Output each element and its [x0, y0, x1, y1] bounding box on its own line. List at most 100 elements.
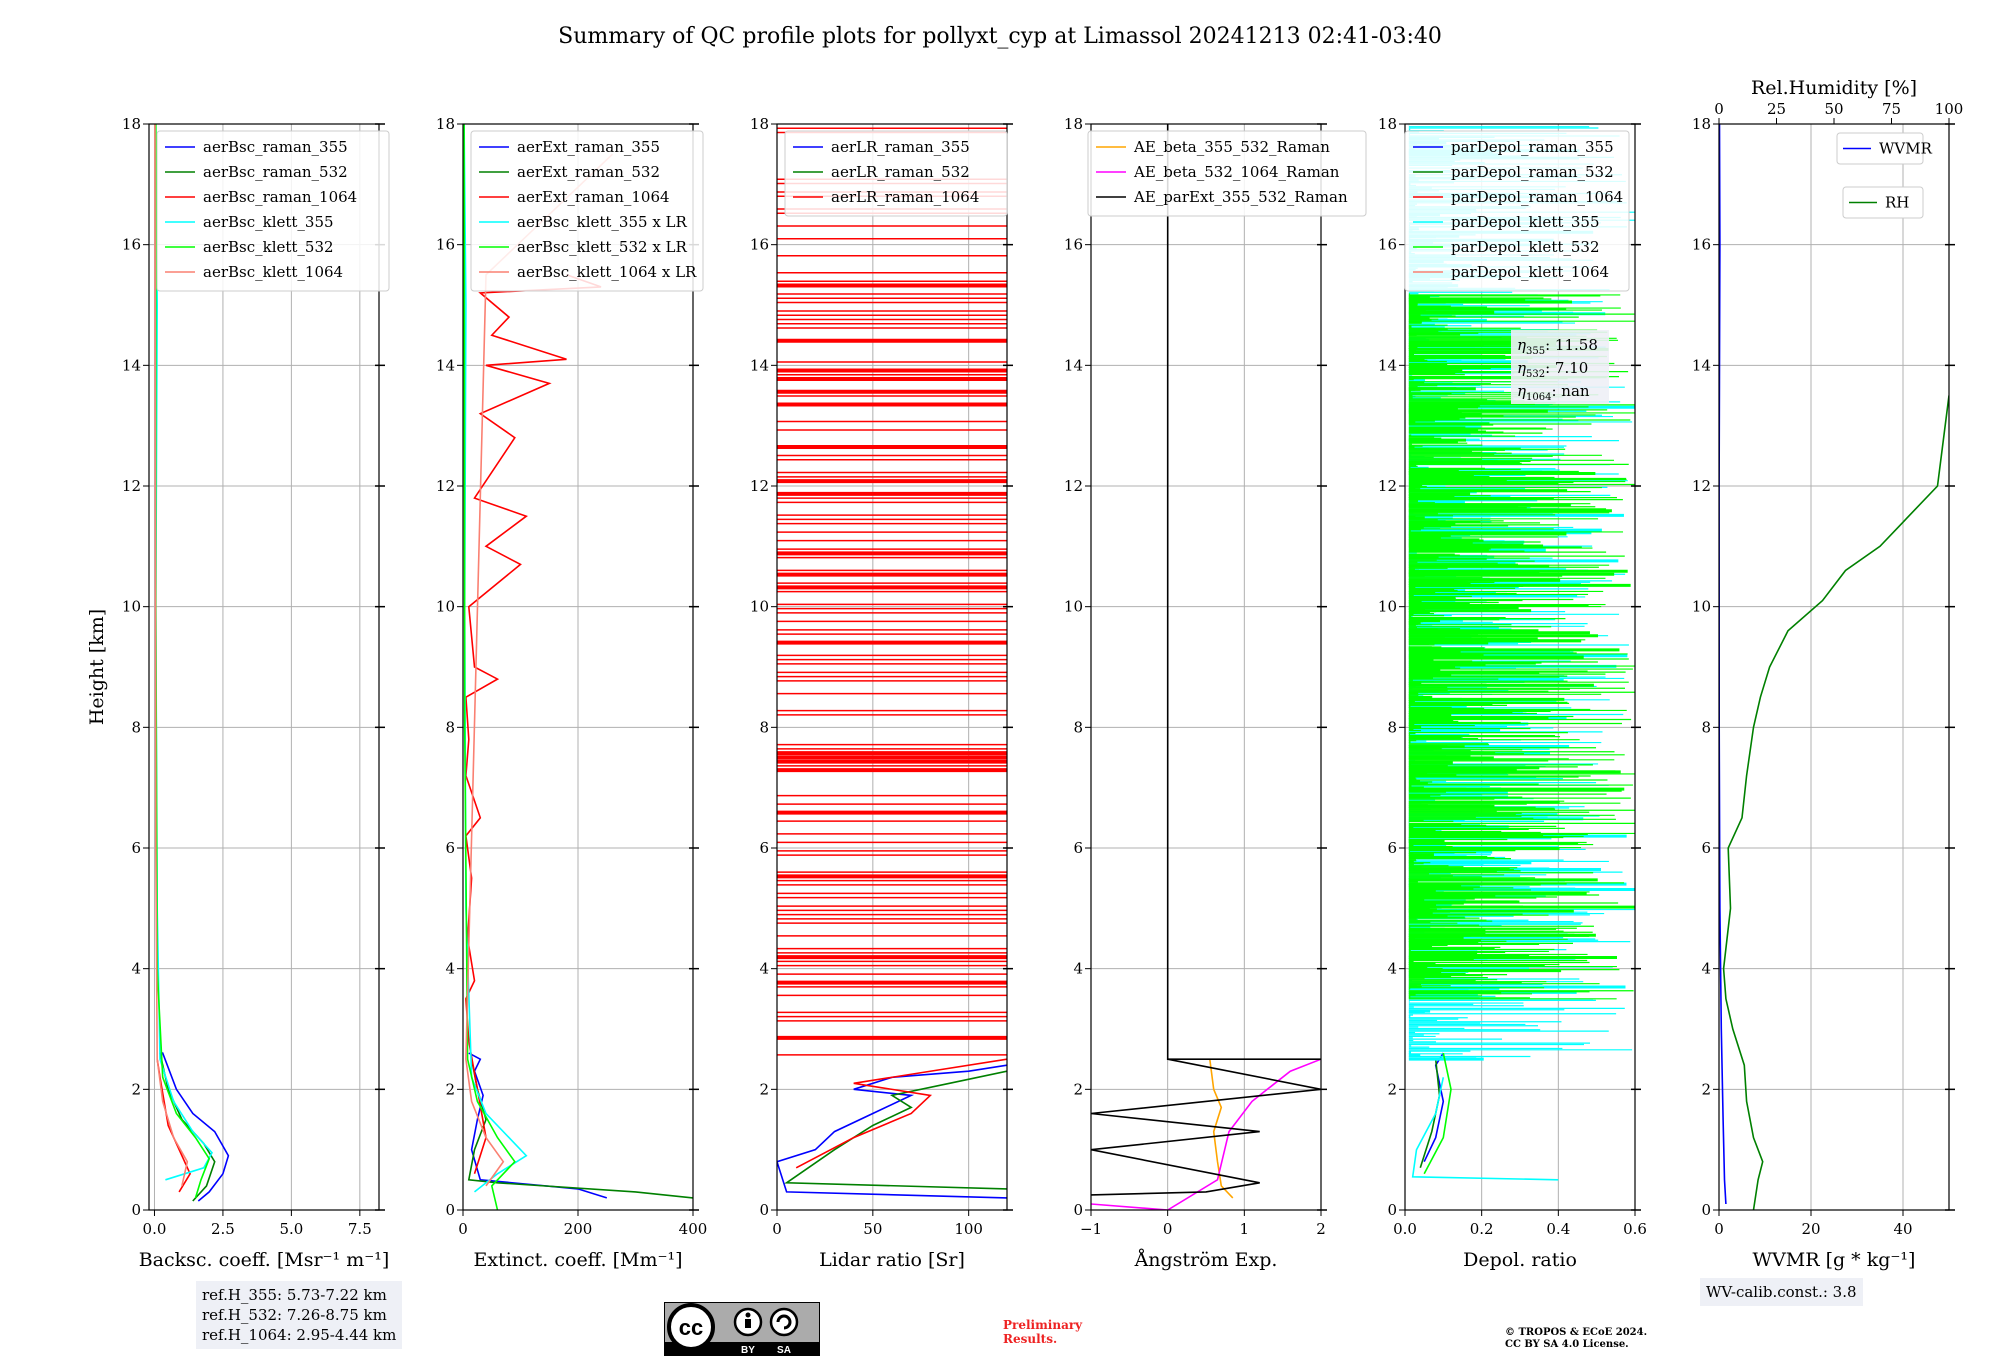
reference-height-box: ref.H_355: 5.73-7.22 km ref.H_532: 7.26-8…: [196, 1281, 403, 1349]
x-axis-label: Extinct. coeff. [Mm⁻¹]: [473, 1249, 682, 1271]
x-tick-label: 0: [772, 1220, 782, 1238]
y-tick-label: 10: [436, 598, 455, 616]
plot-area: [777, 127, 1007, 1199]
x2-axis-label: Rel.Humidity [%]: [1751, 77, 1917, 99]
series-line: [1411, 1077, 1559, 1181]
legend: aerExt_raman_355 aerExt_raman_532 aerExt_r…: [470, 130, 704, 292]
y-tick-label: 16: [1378, 236, 1397, 254]
plot-area: [1091, 124, 1321, 1210]
series-line: [1423, 1052, 1452, 1175]
sa-icon: [769, 1307, 799, 1337]
series-line: [1091, 1058, 1321, 1210]
y-tick-label: 2: [131, 1080, 141, 1098]
y-tick-label: 12: [750, 477, 769, 495]
y-tick-label: 14: [1378, 356, 1397, 374]
legend-label: aerLR_raman_355: [831, 138, 970, 156]
legend: AE_beta_355_532_Raman AE_beta_532_1064_Ra…: [1087, 130, 1367, 217]
series-aerExt_raman_355: [468, 1052, 608, 1199]
cc-sa-label: SA: [777, 1345, 791, 1356]
legend-label: AE_beta_532_1064_Raman: [1133, 163, 1340, 181]
panel-lidar_ratio: 0 2 4 6 8 10 12 14 16 18 0 50 100 Lidar ratio [Sr] aer…: [750, 115, 1013, 1271]
y-tick-label: 18: [1378, 115, 1397, 133]
legend-label: aerBsc_klett_355 x LR: [517, 213, 688, 231]
x-tick-label: 0.0: [143, 1220, 167, 1238]
y-tick-label: 0: [759, 1201, 769, 1219]
series-line: [467, 1059, 693, 1199]
y-tick-label: 10: [1378, 598, 1397, 616]
y-tick-label: 18: [1692, 115, 1711, 133]
x-tick-label: 0: [1714, 1220, 1724, 1238]
series-line: [154, 124, 189, 1187]
x-tick-label: 5.0: [279, 1220, 303, 1238]
copyright-line1: © TROPOS & ECoE 2024.: [1505, 1327, 1648, 1338]
legend-label: aerLR_raman_1064: [831, 188, 979, 206]
y-tick-label: 12: [436, 477, 455, 495]
x-tick-label: 1: [1240, 1220, 1250, 1238]
legend-label: aerBsc_raman_1064: [203, 188, 357, 206]
x-tick-label: 2: [1316, 1220, 1326, 1238]
series-line: [1423, 1052, 1445, 1163]
series-line: [465, 153, 614, 1187]
x2-tick-label: 75: [1882, 100, 1901, 118]
plot-area: [154, 124, 230, 1202]
y-tick-label: 2: [445, 1080, 455, 1098]
legend-box: [1842, 186, 1924, 219]
cc-license-badge: cc BY SA: [664, 1302, 820, 1356]
y-tick-label: 0: [1073, 1201, 1083, 1219]
series-RH: [1722, 395, 1949, 1210]
eta-355-label: η355: 11.58: [1517, 336, 1598, 357]
y-axis-label: Height [km]: [86, 609, 108, 725]
series-aerExt_raman_1064: [465, 274, 602, 1175]
refh-532: ref.H_532: 7.26-8.75 km: [202, 1306, 387, 1324]
x-tick-label: 0: [1163, 1220, 1173, 1238]
y-tick-label: 8: [1701, 718, 1711, 736]
eta-1064-label: η1064: nan: [1517, 382, 1590, 403]
y-tick-label: 8: [131, 718, 141, 736]
y-tick-label: 0: [131, 1201, 141, 1219]
x-tick-label: 100: [954, 1220, 983, 1238]
y-tick-label: 12: [1692, 477, 1711, 495]
cc-logo-text: cc: [679, 1315, 703, 1340]
y-tick-label: 18: [436, 115, 455, 133]
series-line: [1719, 124, 1727, 1205]
preliminary-line2: Results.: [1003, 1332, 1058, 1346]
plot-frame: [1404, 123, 1636, 1211]
plot-frame: [1718, 123, 1950, 1211]
series-AE_beta_532_1064_Raman: [1091, 1058, 1321, 1210]
eta-1064-value: nan: [1561, 382, 1590, 400]
legend: aerBsc_raman_355 aerBsc_raman_532 aerBsc_r…: [156, 130, 390, 292]
legend: WVMR RH: [1836, 132, 1933, 219]
legend-label: AE_parExt_355_532_Raman: [1133, 188, 1348, 206]
wv-calib-text: WV-calib.const.: 3.8: [1706, 1283, 1857, 1301]
legend-label: aerBsc_raman_532: [203, 163, 348, 181]
y-tick-label: 10: [1064, 598, 1083, 616]
y-tick-label: 16: [1692, 236, 1711, 254]
legend-label: aerBsc_klett_1064 x LR: [517, 263, 697, 281]
x-tick-label: 0.2: [1470, 1220, 1494, 1238]
legend-box: [470, 130, 704, 292]
y-tick-label: 4: [1701, 960, 1711, 978]
x2-tick-label: 50: [1824, 100, 1843, 118]
x-tick-label: 40: [1893, 1220, 1912, 1238]
series-parDepol_raman_355: [1423, 1052, 1445, 1163]
y-tick-label: 10: [122, 598, 141, 616]
x-tick-label: 400: [679, 1220, 708, 1238]
plot-area: [1408, 124, 1635, 1181]
y-tick-label: 8: [759, 718, 769, 736]
series-line: [1722, 395, 1949, 1210]
y-tick-label: 16: [750, 236, 769, 254]
preliminary-line1: Preliminary: [1003, 1318, 1083, 1332]
x-tick-label: 20: [1801, 1220, 1820, 1238]
y-tick-label: 8: [1073, 718, 1083, 736]
y-tick-label: 14: [1064, 356, 1083, 374]
y-tick-label: 6: [1701, 839, 1711, 857]
y-tick-label: 14: [750, 356, 769, 374]
series-line: [160, 1052, 230, 1202]
y-tick-label: 4: [1073, 960, 1083, 978]
legend-label: aerBsc_klett_1064: [203, 263, 343, 281]
y-tick-label: 14: [436, 356, 455, 374]
y-tick-label: 12: [1064, 477, 1083, 495]
